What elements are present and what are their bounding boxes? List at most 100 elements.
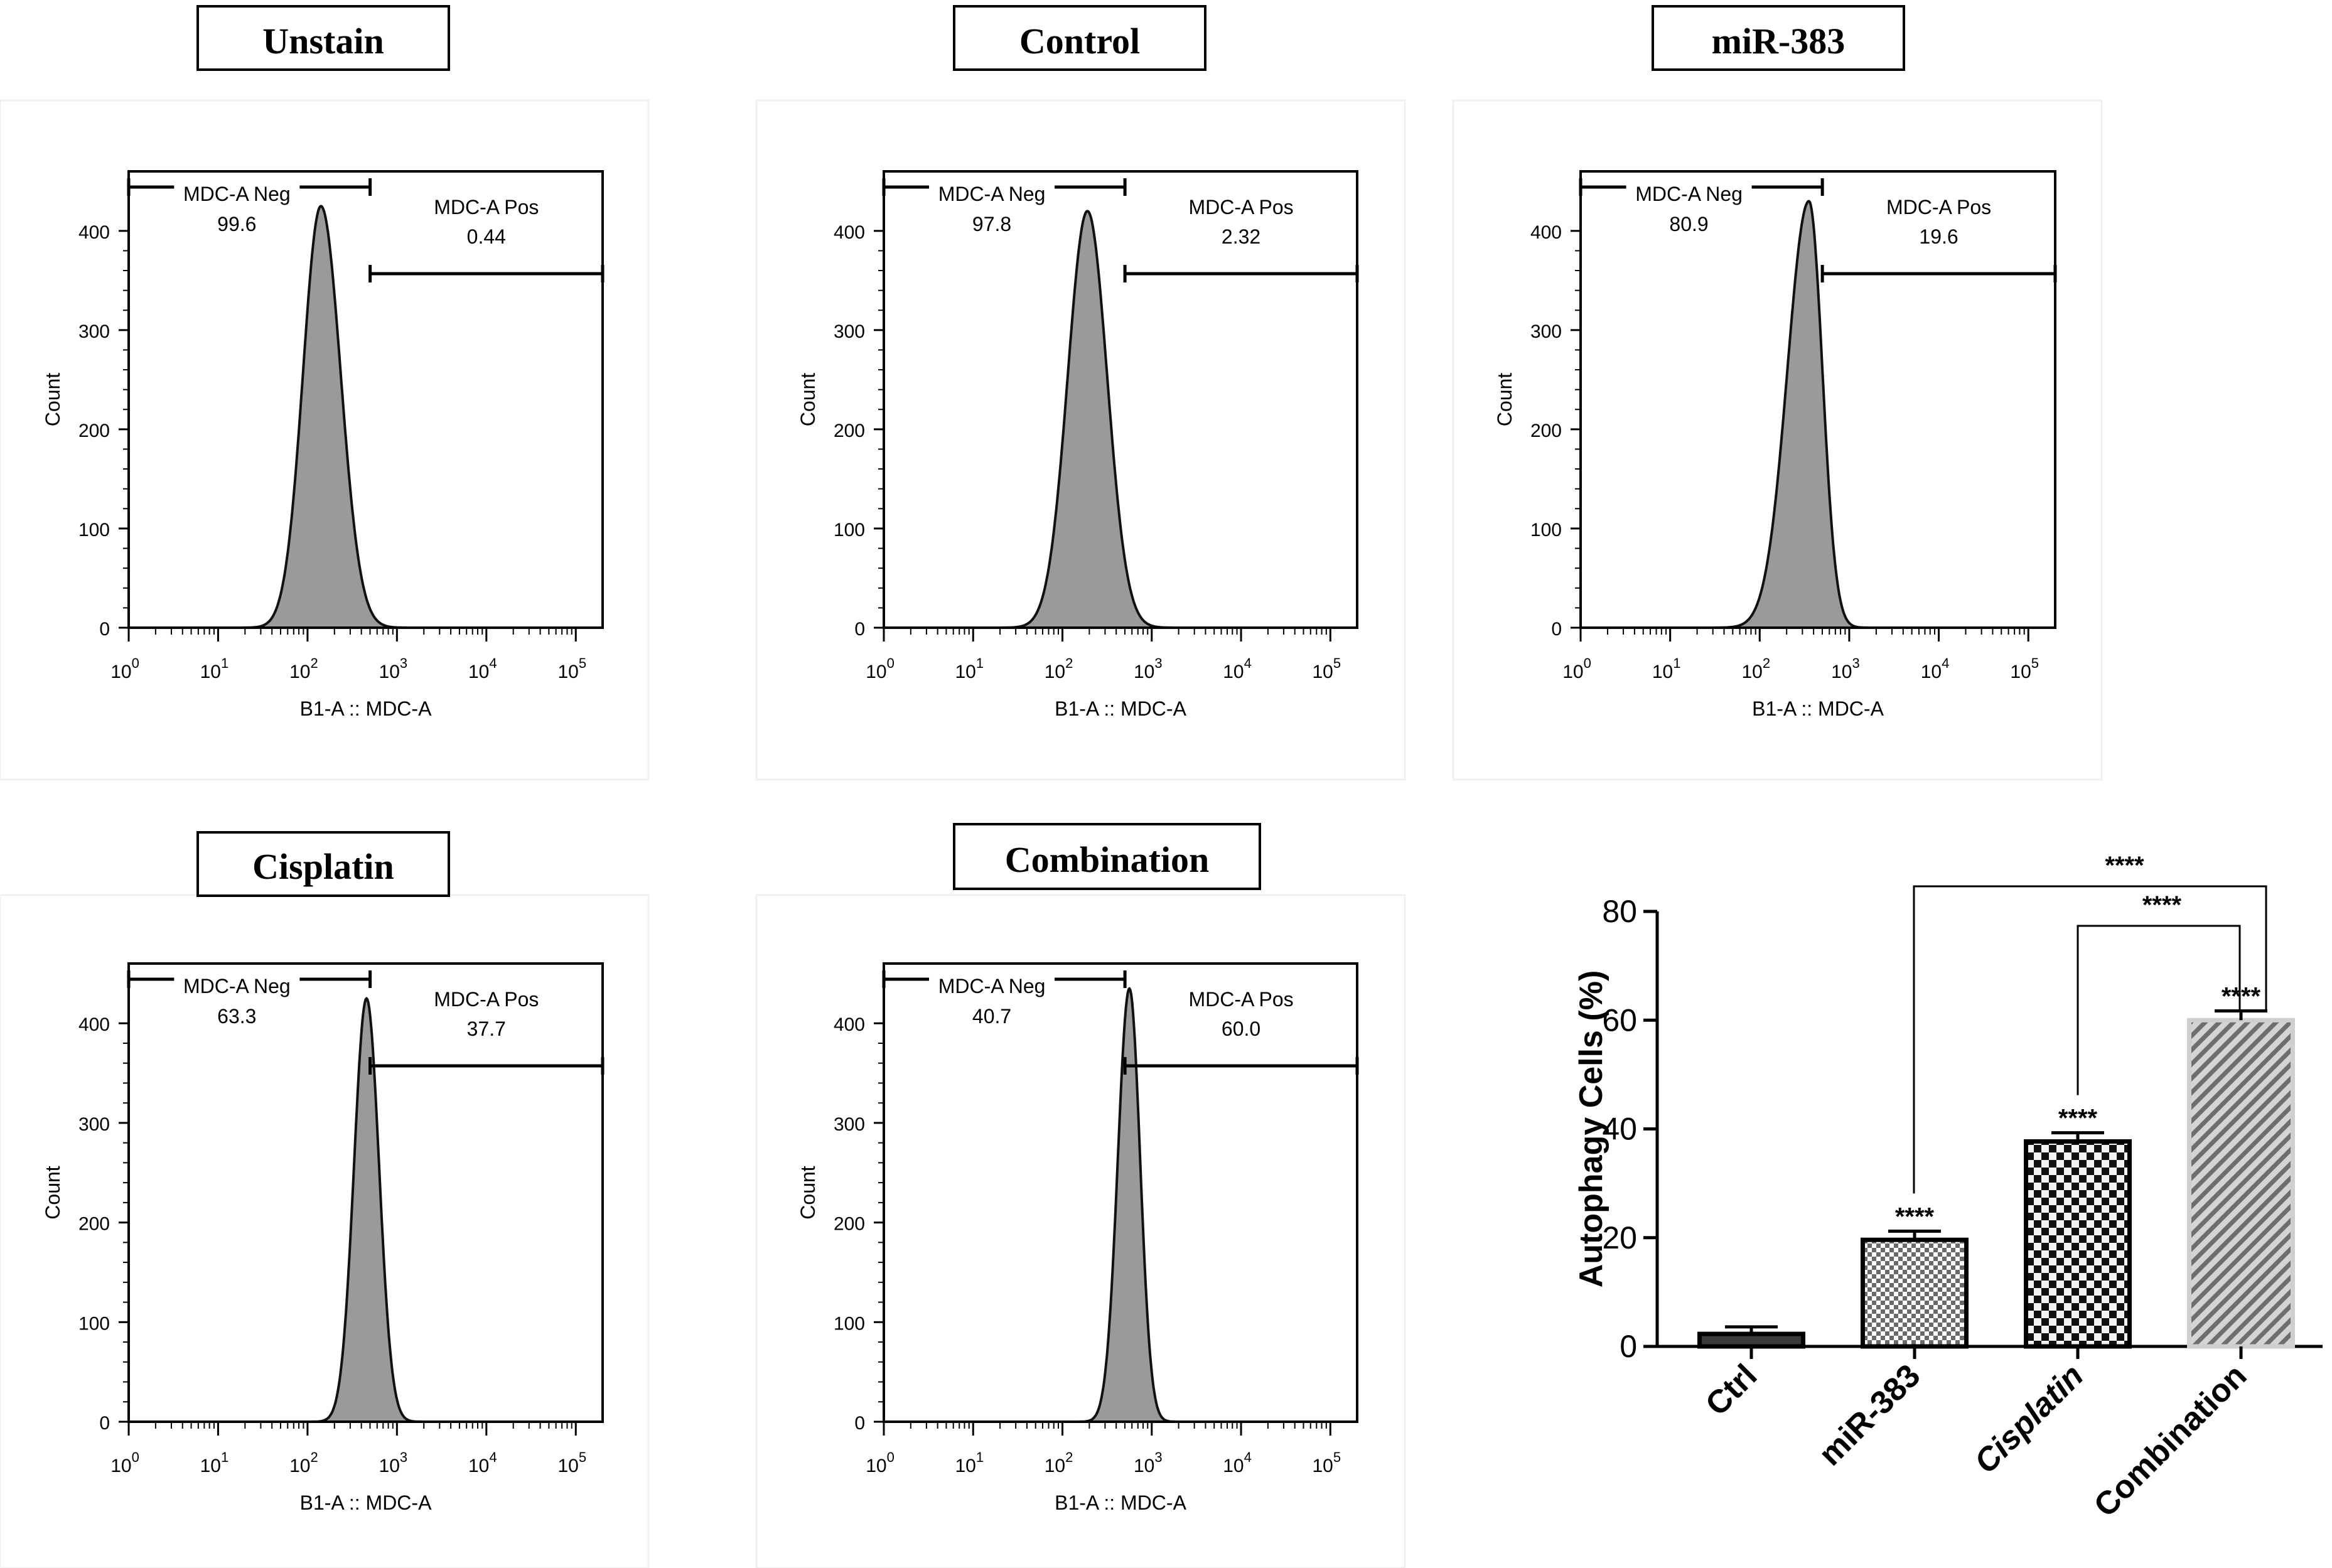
gate-pos-name: MDC-A Pos xyxy=(434,988,539,1011)
x-tick-label: Ctrl xyxy=(1699,1357,1764,1422)
panel-title: Control xyxy=(1019,21,1140,62)
title-box xyxy=(196,5,450,71)
panel-title: miR-383 xyxy=(1712,21,1846,62)
bar-chart: 0 20 40 60 80 Autophagy Cells (%) Ctrl **** miR-… xyxy=(1573,852,2323,1524)
significance-marker: **** xyxy=(1895,1203,1935,1230)
gate-pos-value: 0.44 xyxy=(467,225,506,248)
x-axis-label: B1-A :: MDC-A xyxy=(1055,1491,1186,1514)
y-tick-label: 300 xyxy=(834,1114,865,1135)
comparison-bracket xyxy=(1913,885,2267,1194)
x-tick-label: 105 xyxy=(1313,655,1341,682)
plot-frame xyxy=(883,170,1358,629)
plot-frame xyxy=(883,962,1358,1423)
gate-neg-value: 97.8 xyxy=(972,213,1011,235)
y-tick-label: 60 xyxy=(1602,1002,1637,1038)
y-tick-label: 0 xyxy=(1551,619,1562,640)
x-tick-label: 101 xyxy=(955,1449,984,1476)
gate-neg-label-bg xyxy=(929,182,1055,207)
x-tick-label: miR-383 xyxy=(1812,1357,1927,1473)
x-axis-label: B1-A :: MDC-A xyxy=(300,697,432,720)
gate-pos-value: 19.6 xyxy=(1919,225,1958,248)
gate-pos-name: MDC-A Pos xyxy=(1188,196,1293,218)
y-tick-label: 300 xyxy=(78,1114,110,1135)
panel-frame xyxy=(755,99,1406,781)
y-tick-label: 400 xyxy=(1530,222,1562,243)
x-tick-label: 102 xyxy=(1045,1449,1073,1476)
gate-pos-value: 60.0 xyxy=(1222,1018,1260,1040)
y-tick-label: 200 xyxy=(834,1214,865,1235)
gate-neg-name: MDC-A Neg xyxy=(938,975,1046,997)
x-tick-label: 104 xyxy=(468,1449,497,1476)
bar-ctrl xyxy=(1697,1331,1805,1349)
y-axis-label: Autophagy Cells (%) xyxy=(1573,970,1609,1288)
comparison-bracket xyxy=(2077,925,2241,1095)
x-tick-label: 101 xyxy=(200,1449,229,1476)
gate-pos-name: MDC-A Pos xyxy=(1188,988,1293,1011)
gate-neg-name: MDC-A Neg xyxy=(183,183,291,205)
y-tick-label: 200 xyxy=(1530,421,1562,441)
x-tick-label: Combination xyxy=(2087,1357,2254,1524)
x-tick-label: 100 xyxy=(110,1449,139,1476)
x-tick-label: 103 xyxy=(379,1449,408,1476)
x-tick-label: 102 xyxy=(1045,655,1073,682)
x-tick-label: 104 xyxy=(1921,655,1950,682)
gate-pos-name: MDC-A Pos xyxy=(1886,196,1991,218)
x-tick-label: 100 xyxy=(866,1449,895,1476)
significance-marker: **** xyxy=(2058,1105,2098,1132)
x-axis-label: B1-A :: MDC-A xyxy=(1752,697,1884,720)
plot-frame xyxy=(127,962,604,1423)
y-tick-label: 300 xyxy=(834,321,865,342)
y-tick-label: 100 xyxy=(78,1313,110,1334)
x-tick-label: 105 xyxy=(557,1449,586,1476)
y-tick-label: 200 xyxy=(78,1214,110,1235)
gate-pos-name: MDC-A Pos xyxy=(434,196,539,218)
x-tick-label: 101 xyxy=(200,655,229,682)
gate-neg-name: MDC-A Neg xyxy=(1635,183,1743,205)
plot-frame xyxy=(1579,170,2056,629)
panel-title: Cisplatin xyxy=(252,846,394,887)
y-tick-label: 0 xyxy=(854,1413,865,1434)
histogram-peak xyxy=(1579,200,2056,629)
y-tick-label: 100 xyxy=(834,520,865,540)
y-axis-label: Count xyxy=(41,373,64,427)
y-tick-label: 40 xyxy=(1602,1112,1637,1147)
panel-frame xyxy=(1452,99,2103,781)
y-tick-label: 0 xyxy=(99,619,110,640)
gate-pos-value: 37.7 xyxy=(467,1018,506,1040)
y-tick-label: 400 xyxy=(834,222,865,243)
x-tick-label: 103 xyxy=(379,655,408,682)
x-tick-label: 100 xyxy=(110,655,139,682)
histogram-peak xyxy=(127,997,604,1423)
y-tick-label: 300 xyxy=(1530,321,1562,342)
title-box xyxy=(953,5,1206,71)
x-tick-label: Cisplatin xyxy=(1967,1357,2090,1480)
y-tick-label: 300 xyxy=(78,321,110,342)
y-tick-label: 100 xyxy=(834,1313,865,1334)
x-tick-label: 104 xyxy=(1223,655,1252,682)
y-tick-label: 200 xyxy=(78,421,110,441)
x-tick-label: 101 xyxy=(955,655,984,682)
gate-neg-value: 63.3 xyxy=(217,1005,256,1028)
y-tick-label: 0 xyxy=(854,619,865,640)
x-tick-label: 101 xyxy=(1652,655,1681,682)
gate-neg-value: 99.6 xyxy=(217,213,256,235)
bar-mir-383 xyxy=(1861,1237,1969,1349)
x-tick-label: 105 xyxy=(1313,1449,1341,1476)
x-axis-label: B1-A :: MDC-A xyxy=(1055,697,1186,720)
bar-combination xyxy=(2187,1018,2295,1349)
panel-title: Combination xyxy=(1005,839,1210,880)
y-tick-label: 400 xyxy=(78,1014,110,1035)
y-axis-label: Count xyxy=(797,373,819,427)
x-tick-label: 102 xyxy=(289,1449,318,1476)
y-tick-label: 200 xyxy=(834,421,865,441)
y-axis-label: Count xyxy=(797,1166,819,1220)
y-tick-label: 20 xyxy=(1602,1220,1637,1255)
y-tick-label: 100 xyxy=(1530,520,1562,540)
x-tick-label: 102 xyxy=(289,655,318,682)
